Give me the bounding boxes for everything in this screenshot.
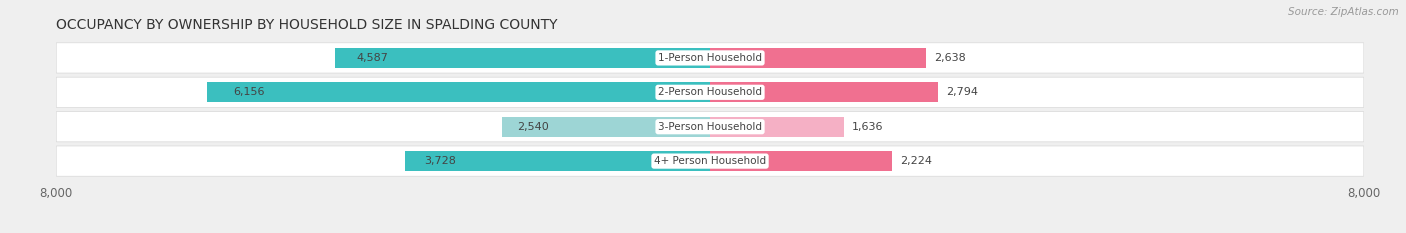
Text: 6,156: 6,156 [233, 87, 266, 97]
FancyBboxPatch shape [56, 112, 1364, 142]
Bar [710, 82, 938, 102]
Text: 2,224: 2,224 [900, 156, 932, 166]
Text: 2,638: 2,638 [934, 53, 966, 63]
Text: 2-Person Household: 2-Person Household [658, 87, 762, 97]
Bar [405, 151, 710, 171]
Text: 4+ Person Household: 4+ Person Household [654, 156, 766, 166]
Text: OCCUPANCY BY OWNERSHIP BY HOUSEHOLD SIZE IN SPALDING COUNTY: OCCUPANCY BY OWNERSHIP BY HOUSEHOLD SIZE… [56, 18, 558, 32]
Text: Source: ZipAtlas.com: Source: ZipAtlas.com [1288, 7, 1399, 17]
Text: 1-Person Household: 1-Person Household [658, 53, 762, 63]
Bar [710, 117, 844, 137]
FancyBboxPatch shape [56, 77, 1364, 107]
Bar [710, 151, 891, 171]
Bar [207, 82, 710, 102]
Bar [710, 48, 925, 68]
Text: 3,728: 3,728 [425, 156, 456, 166]
Text: 1,636: 1,636 [852, 122, 883, 132]
FancyBboxPatch shape [56, 43, 1364, 73]
Bar [335, 48, 710, 68]
Bar [502, 117, 710, 137]
Text: 2,794: 2,794 [946, 87, 979, 97]
Text: 3-Person Household: 3-Person Household [658, 122, 762, 132]
FancyBboxPatch shape [56, 146, 1364, 176]
Text: 4,587: 4,587 [357, 53, 388, 63]
Text: 2,540: 2,540 [517, 122, 548, 132]
